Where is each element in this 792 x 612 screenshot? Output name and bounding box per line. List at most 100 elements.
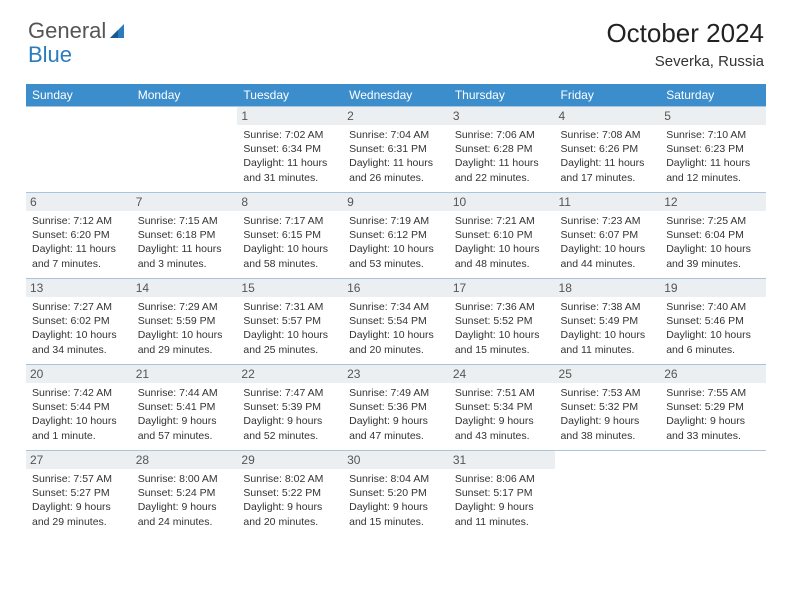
day-details: Sunrise: 8:06 AMSunset: 5:17 PMDaylight:… (455, 472, 549, 529)
day-details: Sunrise: 7:12 AMSunset: 6:20 PMDaylight:… (32, 214, 126, 271)
day-details: Sunrise: 8:00 AMSunset: 5:24 PMDaylight:… (138, 472, 232, 529)
calendar-body: 1 Sunrise: 7:02 AMSunset: 6:34 PMDaylight… (26, 107, 766, 537)
logo-sail-icon (108, 22, 128, 40)
calendar-day-cell: 22 Sunrise: 7:47 AMSunset: 5:39 PMDayligh… (237, 365, 343, 451)
day-details: Sunrise: 8:02 AMSunset: 5:22 PMDaylight:… (243, 472, 337, 529)
calendar-day-cell: 6 Sunrise: 7:12 AMSunset: 6:20 PMDaylight… (26, 193, 132, 279)
day-number: 30 (343, 451, 449, 469)
day-number: 21 (132, 365, 238, 383)
day-details: Sunrise: 7:21 AMSunset: 6:10 PMDaylight:… (455, 214, 549, 271)
day-details: Sunrise: 7:08 AMSunset: 6:26 PMDaylight:… (561, 128, 655, 185)
day-number: 24 (449, 365, 555, 383)
day-number: 10 (449, 193, 555, 211)
day-details: Sunrise: 7:19 AMSunset: 6:12 PMDaylight:… (349, 214, 443, 271)
calendar-row: 1 Sunrise: 7:02 AMSunset: 6:34 PMDaylight… (26, 107, 766, 193)
day-number: 4 (555, 107, 661, 125)
calendar-day-cell: 9 Sunrise: 7:19 AMSunset: 6:12 PMDaylight… (343, 193, 449, 279)
calendar-day-cell: 29 Sunrise: 8:02 AMSunset: 5:22 PMDayligh… (237, 451, 343, 537)
day-number: 26 (660, 365, 766, 383)
day-details: Sunrise: 7:40 AMSunset: 5:46 PMDaylight:… (666, 300, 760, 357)
weekday-header-row: SundayMondayTuesdayWednesdayThursdayFrid… (26, 84, 766, 107)
day-number: 16 (343, 279, 449, 297)
day-details: Sunrise: 7:04 AMSunset: 6:31 PMDaylight:… (349, 128, 443, 185)
day-number: 6 (26, 193, 132, 211)
day-number: 14 (132, 279, 238, 297)
calendar-day-cell: 1 Sunrise: 7:02 AMSunset: 6:34 PMDaylight… (237, 107, 343, 193)
day-details: Sunrise: 7:57 AMSunset: 5:27 PMDaylight:… (32, 472, 126, 529)
weekday-header: Tuesday (237, 84, 343, 107)
calendar-day-cell: 28Sunrise: 8:00 AMSunset: 5:24 PMDayligh… (132, 451, 238, 537)
day-details: Sunrise: 7:02 AMSunset: 6:34 PMDaylight:… (243, 128, 337, 185)
calendar-day-cell: 5Sunrise: 7:10 AMSunset: 6:23 PMDaylight… (660, 107, 766, 193)
calendar-day-cell: 30 Sunrise: 8:04 AMSunset: 5:20 PMDayligh… (343, 451, 449, 537)
day-number: 22 (237, 365, 343, 383)
day-number: 31 (449, 451, 555, 469)
logo-text-1: General (28, 18, 106, 44)
calendar-day-cell: 26 Sunrise: 7:55 AMSunset: 5:29 PMDayligh… (660, 365, 766, 451)
location-subtitle: Severka, Russia (606, 53, 764, 70)
day-details: Sunrise: 7:47 AMSunset: 5:39 PMDaylight:… (243, 386, 337, 443)
day-number: 1 (237, 107, 343, 125)
calendar-day-cell: 15 Sunrise: 7:31 AMSunset: 5:57 PMDayligh… (237, 279, 343, 365)
calendar-day-cell: 21 Sunrise: 7:44 AMSunset: 5:41 PMDayligh… (132, 365, 238, 451)
logo: General (28, 18, 128, 44)
day-number: 13 (26, 279, 132, 297)
day-details: Sunrise: 7:55 AMSunset: 5:29 PMDaylight:… (666, 386, 760, 443)
day-details: Sunrise: 7:49 AMSunset: 5:36 PMDaylight:… (349, 386, 443, 443)
calendar-day-cell: 7 Sunrise: 7:15 AMSunset: 6:18 PMDaylight… (132, 193, 238, 279)
day-details: Sunrise: 7:15 AMSunset: 6:18 PMDaylight:… (138, 214, 232, 271)
day-details: Sunrise: 7:31 AMSunset: 5:57 PMDaylight:… (243, 300, 337, 357)
calendar-day-cell: 3 Sunrise: 7:06 AMSunset: 6:28 PMDaylight… (449, 107, 555, 193)
weekday-header: Monday (132, 84, 238, 107)
day-details: Sunrise: 7:25 AMSunset: 6:04 PMDaylight:… (666, 214, 760, 271)
calendar-day-cell: 25Sunrise: 7:53 AMSunset: 5:32 PMDayligh… (555, 365, 661, 451)
day-details: Sunrise: 8:04 AMSunset: 5:20 PMDaylight:… (349, 472, 443, 529)
calendar-day-cell: 10 Sunrise: 7:21 AMSunset: 6:10 PMDayligh… (449, 193, 555, 279)
day-details: Sunrise: 7:36 AMSunset: 5:52 PMDaylight:… (455, 300, 549, 357)
calendar-row: 20 Sunrise: 7:42 AMSunset: 5:44 PMDayligh… (26, 365, 766, 451)
calendar-day-cell: 12 Sunrise: 7:25 AMSunset: 6:04 PMDayligh… (660, 193, 766, 279)
calendar-day-cell: 13 Sunrise: 7:27 AMSunset: 6:02 PMDayligh… (26, 279, 132, 365)
day-details: Sunrise: 7:51 AMSunset: 5:34 PMDaylight:… (455, 386, 549, 443)
calendar-empty-cell (555, 451, 661, 537)
calendar-day-cell: 18 Sunrise: 7:38 AMSunset: 5:49 PMDayligh… (555, 279, 661, 365)
calendar-day-cell: 16 Sunrise: 7:34 AMSunset: 5:54 PMDayligh… (343, 279, 449, 365)
day-details: Sunrise: 7:27 AMSunset: 6:02 PMDaylight:… (32, 300, 126, 357)
calendar-row: 13 Sunrise: 7:27 AMSunset: 6:02 PMDayligh… (26, 279, 766, 365)
day-number: 23 (343, 365, 449, 383)
calendar-day-cell: 24 Sunrise: 7:51 AMSunset: 5:34 PMDayligh… (449, 365, 555, 451)
day-details: Sunrise: 7:38 AMSunset: 5:49 PMDaylight:… (561, 300, 655, 357)
logo-text-2: Blue (28, 42, 72, 68)
calendar-row: 27Sunrise: 7:57 AMSunset: 5:27 PMDayligh… (26, 451, 766, 537)
day-details: Sunrise: 7:23 AMSunset: 6:07 PMDaylight:… (561, 214, 655, 271)
day-number: 29 (237, 451, 343, 469)
day-details: Sunrise: 7:34 AMSunset: 5:54 PMDaylight:… (349, 300, 443, 357)
day-number: 3 (449, 107, 555, 125)
day-number: 12 (660, 193, 766, 211)
title-block: October 2024 Severka, Russia (606, 18, 764, 70)
day-number: 2 (343, 107, 449, 125)
day-details: Sunrise: 7:44 AMSunset: 5:41 PMDaylight:… (138, 386, 232, 443)
day-number: 5 (660, 107, 766, 125)
calendar-table: SundayMondayTuesdayWednesdayThursdayFrid… (26, 84, 766, 537)
day-details: Sunrise: 7:29 AMSunset: 5:59 PMDaylight:… (138, 300, 232, 357)
calendar-day-cell: 31 Sunrise: 8:06 AMSunset: 5:17 PMDayligh… (449, 451, 555, 537)
day-number: 18 (555, 279, 661, 297)
day-number: 15 (237, 279, 343, 297)
day-number: 19 (660, 279, 766, 297)
weekday-header: Saturday (660, 84, 766, 107)
calendar-empty-cell (132, 107, 238, 193)
day-number: 17 (449, 279, 555, 297)
day-number: 7 (132, 193, 238, 211)
day-number: 8 (237, 193, 343, 211)
calendar-empty-cell (26, 107, 132, 193)
calendar-day-cell: 11Sunrise: 7:23 AMSunset: 6:07 PMDayligh… (555, 193, 661, 279)
day-number: 9 (343, 193, 449, 211)
day-details: Sunrise: 7:42 AMSunset: 5:44 PMDaylight:… (32, 386, 126, 443)
day-details: Sunrise: 7:06 AMSunset: 6:28 PMDaylight:… (455, 128, 549, 185)
weekday-header: Friday (555, 84, 661, 107)
weekday-header: Sunday (26, 84, 132, 107)
page-title: October 2024 (606, 18, 764, 49)
day-number: 20 (26, 365, 132, 383)
calendar-day-cell: 23 Sunrise: 7:49 AMSunset: 5:36 PMDayligh… (343, 365, 449, 451)
